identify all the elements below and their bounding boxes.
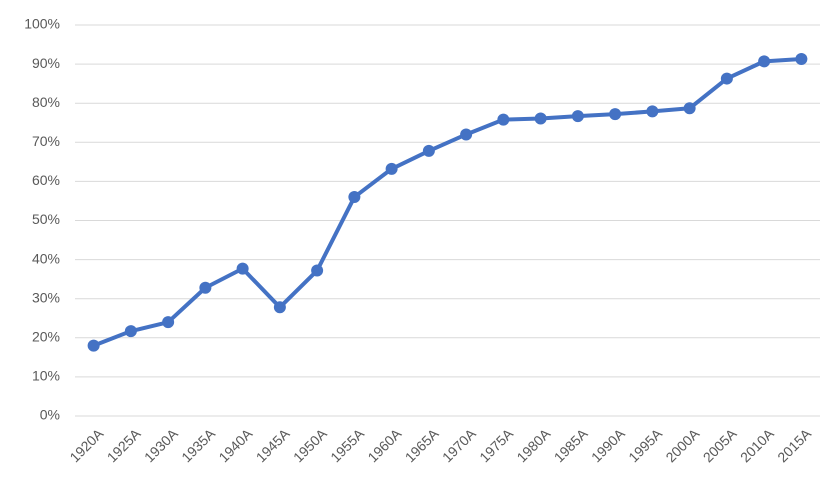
x-tick-label: 1990A xyxy=(588,425,628,465)
point xyxy=(311,264,324,277)
x-tick-label: 1930A xyxy=(141,425,181,465)
y-tick-label: 90% xyxy=(32,55,60,71)
y-tick-label: 20% xyxy=(32,329,60,345)
x-tick-label: 1920A xyxy=(66,425,106,465)
x-tick-label: 1975A xyxy=(476,425,516,465)
point xyxy=(273,301,286,314)
y-tick-label: 100% xyxy=(24,16,60,32)
point xyxy=(385,162,398,175)
y-tick-label: 40% xyxy=(32,250,60,266)
point xyxy=(571,110,584,123)
y-tick-label: 60% xyxy=(32,172,60,188)
point xyxy=(422,144,435,157)
point xyxy=(348,191,361,204)
y-tick-label: 0% xyxy=(40,407,60,423)
x-tick-label: 1935A xyxy=(178,425,218,465)
y-tick-label: 80% xyxy=(32,94,60,110)
x-tick-label: 1925A xyxy=(104,425,144,465)
x-tick-label: 1955A xyxy=(327,425,367,465)
x-tick-label: 2000A xyxy=(662,425,702,465)
y-tick-label: 70% xyxy=(32,133,60,149)
x-tick-label: 1950A xyxy=(290,425,330,465)
y-tick-label: 30% xyxy=(32,289,60,305)
point xyxy=(124,325,137,338)
point xyxy=(758,55,771,68)
point xyxy=(720,72,733,85)
y-tick-label: 10% xyxy=(32,368,60,384)
point xyxy=(497,113,510,126)
point xyxy=(646,105,659,118)
x-tick-label: 1985A xyxy=(551,425,591,465)
x-tick-label: 1940A xyxy=(215,425,255,465)
point xyxy=(236,262,249,275)
point xyxy=(609,108,622,121)
point xyxy=(795,53,808,66)
point xyxy=(460,128,473,141)
x-tick-label: 1945A xyxy=(253,425,293,465)
point xyxy=(162,316,175,329)
point xyxy=(534,112,547,125)
x-tick-label: 1965A xyxy=(402,425,442,465)
y-tick-label: 50% xyxy=(32,211,60,227)
point xyxy=(199,281,212,294)
point xyxy=(683,102,696,115)
x-tick-label: 2015A xyxy=(774,425,814,465)
x-tick-label: 2010A xyxy=(737,425,777,465)
x-tick-label: 1970A xyxy=(439,425,479,465)
x-tick-label: 1995A xyxy=(625,425,665,465)
x-tick-label: 1960A xyxy=(364,425,404,465)
line xyxy=(92,57,802,348)
point xyxy=(87,339,100,352)
x-tick-label: 2005A xyxy=(700,425,740,465)
x-tick-label: 1980A xyxy=(513,425,553,465)
